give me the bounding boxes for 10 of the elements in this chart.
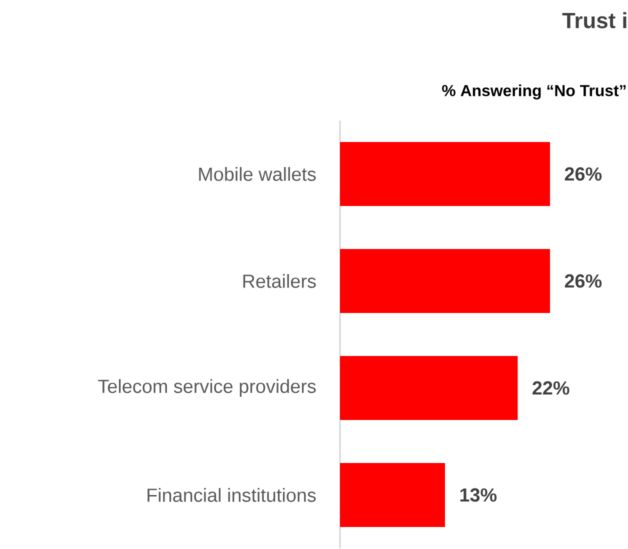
y-tick-label: Financial institutions [148, 488, 316, 502]
data-label: 13% [460, 488, 497, 502]
text: Trust i [562, 12, 626, 28]
y-tick-label: Retailers [243, 274, 316, 288]
y-tick-label: Mobile wallets [199, 167, 316, 181]
data-label: 22% [532, 381, 570, 395]
chart-subtitle: % Answering “No Trust” [442, 84, 626, 100]
data-label: 26% [564, 274, 602, 288]
y-tick-label: Telecom service providers [98, 379, 316, 397]
data-label: 26% [564, 167, 602, 181]
